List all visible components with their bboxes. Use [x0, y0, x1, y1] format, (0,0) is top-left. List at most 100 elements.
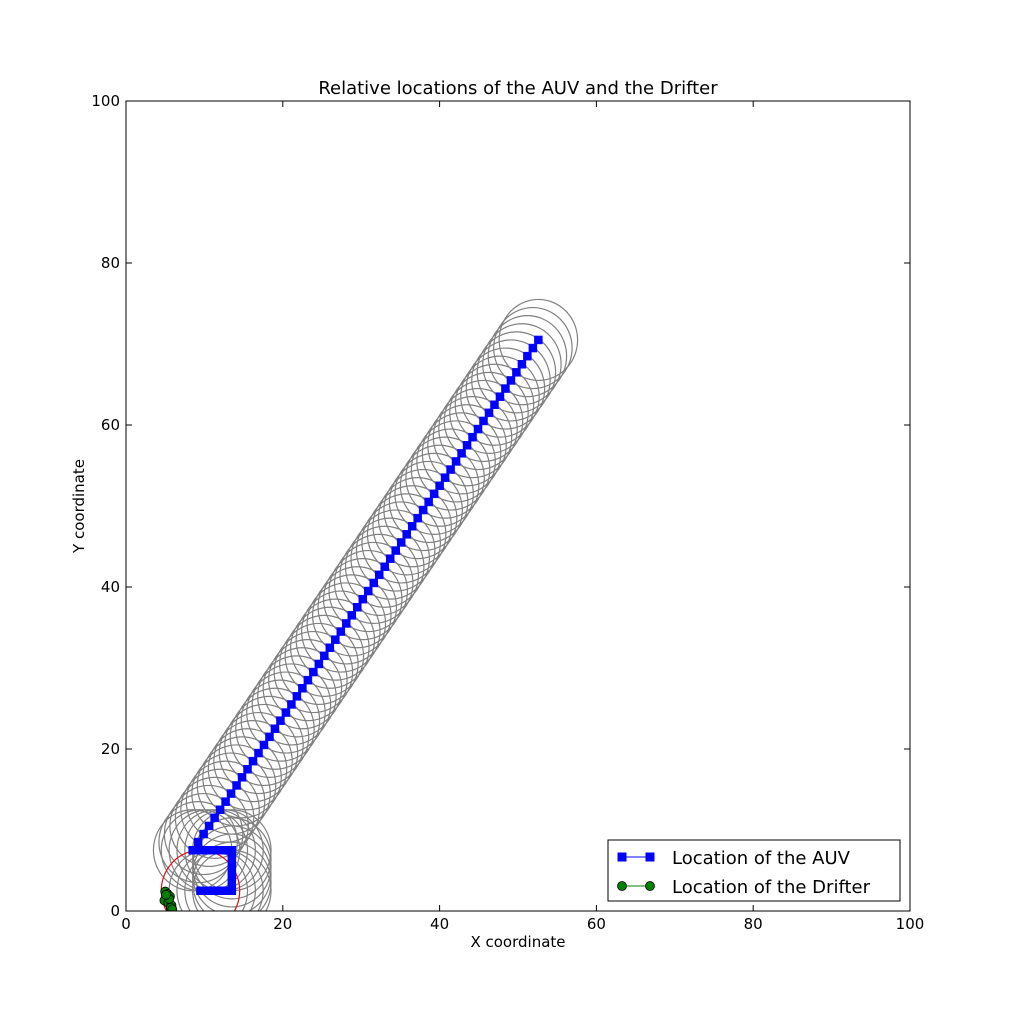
- auv-point: [237, 773, 247, 782]
- auv-point: [259, 740, 269, 750]
- auv-range-circle: [487, 315, 568, 398]
- chart-title: Relative locations of the AUV and the Dr…: [318, 78, 718, 99]
- auv-range-circle: [240, 679, 321, 762]
- auv-point: [407, 522, 417, 531]
- auv-point: [227, 854, 237, 863]
- y-tick-label: 100: [91, 92, 120, 110]
- auv-range-circle: [399, 444, 480, 527]
- y-tick-label: 20: [101, 740, 120, 758]
- auv-range-circle: [202, 736, 282, 819]
- auv-point: [227, 846, 237, 855]
- auv-point: [227, 862, 237, 871]
- auv-range-circle: [405, 436, 485, 519]
- auv-range-circle: [257, 655, 337, 738]
- auv-range-circle: [262, 647, 343, 730]
- auv-point: [193, 837, 203, 847]
- auv-range-circle: [416, 420, 496, 503]
- auv-range-circle: [169, 784, 249, 868]
- auv-point: [413, 513, 422, 523]
- auv-range-circle: [295, 598, 376, 681]
- auv-range-circle: [443, 379, 524, 463]
- auv-point: [309, 667, 318, 677]
- auv-range-circle: [284, 614, 365, 697]
- auv-point: [196, 886, 205, 895]
- auv-point: [227, 878, 237, 887]
- auv-point: [523, 351, 532, 361]
- auv-point: [265, 732, 274, 742]
- auv-point: [358, 594, 368, 604]
- auv-range-circle: [317, 566, 398, 649]
- plot-area: [152, 298, 579, 911]
- auv-point: [204, 821, 214, 831]
- auv-point: [353, 603, 362, 612]
- auv-point: [227, 886, 237, 895]
- auv-point: [429, 489, 439, 499]
- x-tick-label: 100: [896, 915, 925, 933]
- auv-range-circle: [344, 525, 425, 608]
- auv-point: [276, 716, 285, 725]
- auv-range-circle: [498, 298, 579, 382]
- legend-entry-drifter: Location of the Drifter: [617, 877, 871, 898]
- auv-range-circle: [301, 590, 381, 673]
- y-axis: 0 20 40 60 80 100: [91, 92, 910, 920]
- legend: Location of the AUV Location of the Drif…: [607, 839, 901, 902]
- auv-point: [396, 538, 406, 547]
- auv-range-circle: [235, 687, 315, 770]
- auv-point: [479, 416, 488, 426]
- auv-point: [314, 659, 324, 669]
- auv-point: [243, 765, 252, 774]
- auv-point: [462, 441, 472, 450]
- auv-point: [219, 846, 229, 855]
- auv-range-circle: [191, 752, 271, 835]
- auv-range-circle: [438, 387, 518, 471]
- y-tick-label: 40: [101, 578, 120, 596]
- auv-range-circle: [449, 371, 529, 454]
- auv-range-circle: [476, 331, 557, 414]
- auv-point: [517, 360, 527, 369]
- auv-range-circle: [366, 493, 447, 576]
- auv-range-circle: [377, 477, 458, 560]
- auv-range-circle: [432, 396, 513, 479]
- auv-point: [495, 392, 505, 401]
- legend-drifter-marker: [645, 881, 655, 891]
- auv-point: [320, 651, 329, 661]
- legend-box: [607, 839, 901, 902]
- auv-point: [451, 457, 461, 466]
- auv-point: [331, 635, 340, 644]
- auv-point: [270, 724, 280, 733]
- auv-point: [347, 611, 357, 620]
- auv-range-circle: [306, 582, 387, 665]
- auv-point: [221, 797, 230, 806]
- auv-point: [254, 748, 263, 758]
- auv-range-circle: [213, 720, 293, 803]
- auv-range-circle: [224, 703, 304, 787]
- auv-range-circle: [163, 792, 244, 876]
- plot-frame: [125, 100, 911, 912]
- auv-range-circle: [290, 606, 370, 689]
- auv-range-circle: [322, 558, 403, 641]
- drifter-point: [167, 904, 178, 911]
- x-axis: 0 20 40 60 80 100: [121, 101, 924, 933]
- auv-point: [369, 578, 378, 588]
- auv-point: [227, 870, 237, 879]
- auv-point: [391, 546, 400, 555]
- auv-point: [196, 846, 205, 855]
- auv-point: [248, 756, 258, 766]
- legend-entry-auv: Location of the AUV: [617, 848, 851, 869]
- auv-point: [440, 473, 450, 482]
- auv-range-circle: [268, 639, 348, 722]
- legend-auv-marker: [645, 852, 655, 862]
- auv-range-circle: [246, 671, 326, 754]
- auv-range-circle: [333, 541, 414, 625]
- auv-range-circle: [493, 306, 573, 390]
- auv-range-circle: [410, 428, 491, 511]
- auv-range-circle: [482, 323, 562, 406]
- y-tick-label: 0: [110, 902, 120, 920]
- legend-auv-marker: [617, 852, 627, 862]
- auv-point: [418, 505, 428, 515]
- legend-drifter-label: Location of the Drifter: [672, 877, 871, 898]
- auv-point: [204, 846, 213, 855]
- auv-range-circle: [339, 533, 420, 616]
- auv-range-circle: [421, 412, 502, 495]
